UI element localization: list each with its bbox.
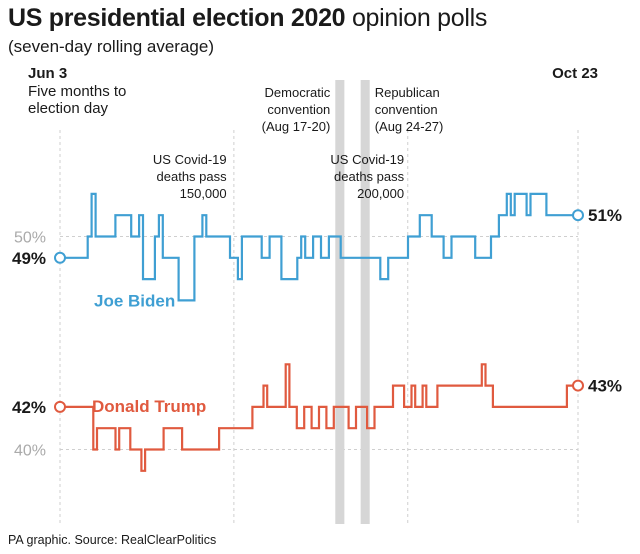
convention-band-0: [335, 80, 345, 524]
trump-start-value-label: 42%: [12, 398, 46, 417]
chart-title-bold: US presidential election 2020: [8, 4, 346, 32]
y-tick-label-0: 50%: [14, 229, 46, 246]
biden-end-value-label: 51%: [588, 206, 622, 225]
republican-convention-label-0: Republican: [375, 85, 440, 100]
biden-end-point: [572, 209, 584, 222]
covid-annotation-1-line-2: 200,000: [357, 186, 404, 201]
covid-annotation-0-line-1: deaths pass: [157, 169, 228, 184]
biden-start-value-label: 49%: [12, 249, 46, 268]
x-start-note-line-1: Five months to: [28, 83, 126, 100]
x-start-note-line-2: election day: [28, 100, 109, 117]
trump-series-label: Donald Trump: [92, 397, 206, 416]
biden-start-point: [54, 251, 66, 264]
source-note: PA graphic. Source: RealClearPolitics: [8, 533, 217, 547]
biden-series-label: Joe Biden: [94, 291, 175, 310]
democratic-convention-label-2: (Aug 17-20): [262, 119, 331, 134]
republican-convention-label-2: (Aug 24-27): [375, 119, 444, 134]
democratic-convention-label-1: convention: [267, 102, 330, 117]
chart-subtitle: (seven-day rolling average): [8, 37, 214, 56]
democratic-convention-label-0: Democratic: [265, 85, 331, 100]
republican-convention-label-1: convention: [375, 102, 438, 117]
covid-annotation-1-line-0: US Covid-19: [330, 152, 404, 167]
convention-band-1: [360, 80, 370, 524]
covid-annotation-0-line-0: US Covid-19: [153, 152, 227, 167]
biden-line: [60, 192, 578, 302]
chart-title: US presidential election 2020 opinion po…: [8, 4, 487, 33]
chart-title-light: opinion polls: [351, 4, 488, 32]
trump-end-point: [572, 379, 584, 392]
x-end-date-label: Oct 23: [552, 65, 598, 82]
y-tick-label-1: 40%: [14, 442, 46, 459]
x-start-date-label: Jun 3: [28, 65, 67, 82]
covid-annotation-1-line-1: deaths pass: [334, 169, 405, 184]
covid-annotation-0-line-2: 150,000: [180, 186, 227, 201]
trump-start-point: [54, 400, 66, 413]
trump-end-value-label: 43%: [588, 377, 622, 396]
trump-line: [60, 363, 578, 472]
